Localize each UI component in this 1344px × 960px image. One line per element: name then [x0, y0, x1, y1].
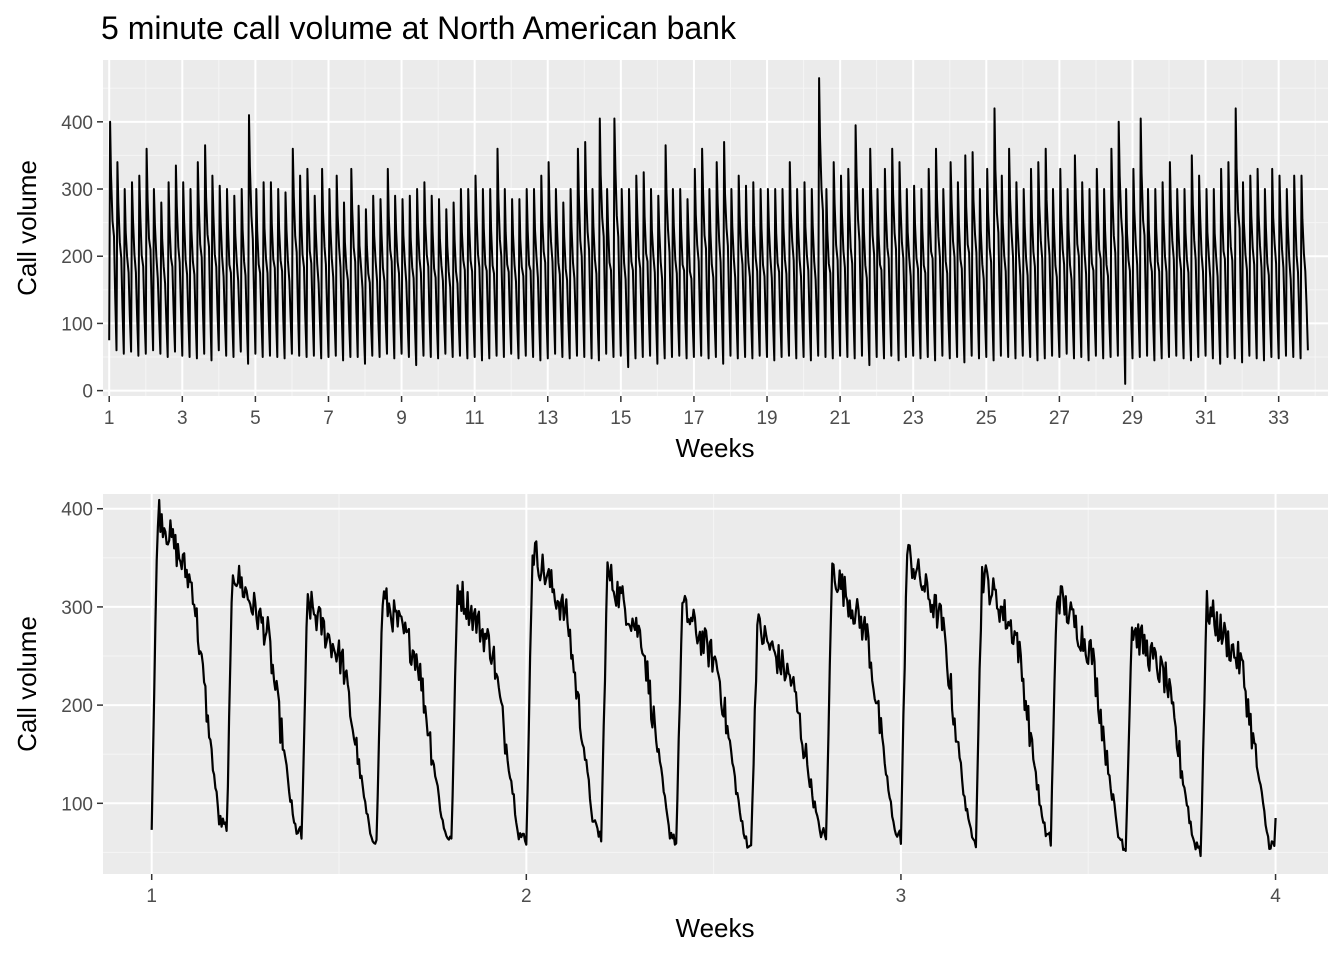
- top-y-ticks: 0 100 200 300 400: [61, 113, 103, 403]
- bottom-x-ticks: 1 2 3 4: [146, 874, 1281, 907]
- bottom-y-tick-label: 200: [61, 696, 93, 717]
- top-x-tick-label: 25: [976, 408, 997, 429]
- bottom-x-tick-label: 4: [1270, 886, 1281, 907]
- bottom-x-tick-label: 3: [896, 886, 907, 907]
- top-x-ticks: 1 3 5 7 9 11 13 15 17 19 21 23 25 27 29 31 33: [104, 396, 1289, 429]
- top-y-axis-label: Call volume: [12, 160, 42, 296]
- bottom-x-tick-label: 2: [521, 886, 532, 907]
- top-y-tick-label: 300: [61, 180, 93, 201]
- top-x-tick-label: 15: [610, 408, 631, 429]
- top-y-tick-label: 0: [82, 382, 93, 403]
- top-x-axis-label: Weeks: [676, 433, 755, 463]
- chart-title: 5 minute call volume at North American b…: [101, 10, 737, 46]
- top-x-tick-label: 23: [903, 408, 924, 429]
- top-x-tick-label: 1: [104, 408, 115, 429]
- top-x-tick-label: 7: [323, 408, 334, 429]
- top-x-tick-label: 33: [1268, 408, 1289, 429]
- top-x-tick-label: 27: [1049, 408, 1070, 429]
- top-x-tick-label: 21: [830, 408, 851, 429]
- top-x-tick-label: 5: [250, 408, 261, 429]
- bottom-panel: 100 200 300 400 1 2 3 4 Weeks Call volume: [12, 494, 1328, 943]
- top-series-line: [108, 77, 1309, 385]
- top-x-tick-label: 29: [1122, 408, 1143, 429]
- top-x-tick-label: 13: [537, 408, 558, 429]
- bottom-y-tick-label: 400: [61, 500, 93, 521]
- top-y-tick-label: 400: [61, 113, 93, 134]
- bottom-y-axis-label: Call volume: [12, 616, 42, 752]
- top-y-tick-label: 100: [61, 314, 93, 335]
- top-y-tick-label: 200: [61, 247, 93, 268]
- top-x-tick-label: 31: [1195, 408, 1216, 429]
- bottom-y-tick-label: 300: [61, 598, 93, 619]
- bottom-y-ticks: 100 200 300 400: [61, 500, 103, 815]
- bottom-plot-background: [103, 494, 1328, 874]
- top-x-tick-label: 11: [465, 408, 485, 429]
- top-x-tick-label: 17: [683, 408, 704, 429]
- top-x-tick-label: 3: [177, 408, 188, 429]
- bottom-x-axis-label: Weeks: [676, 913, 755, 943]
- top-x-tick-label: 19: [756, 408, 777, 429]
- bottom-series-line: [150, 498, 1277, 858]
- bottom-y-tick-label: 100: [61, 794, 93, 815]
- top-x-tick-label: 9: [396, 408, 407, 429]
- bottom-x-tick-label: 1: [146, 886, 157, 907]
